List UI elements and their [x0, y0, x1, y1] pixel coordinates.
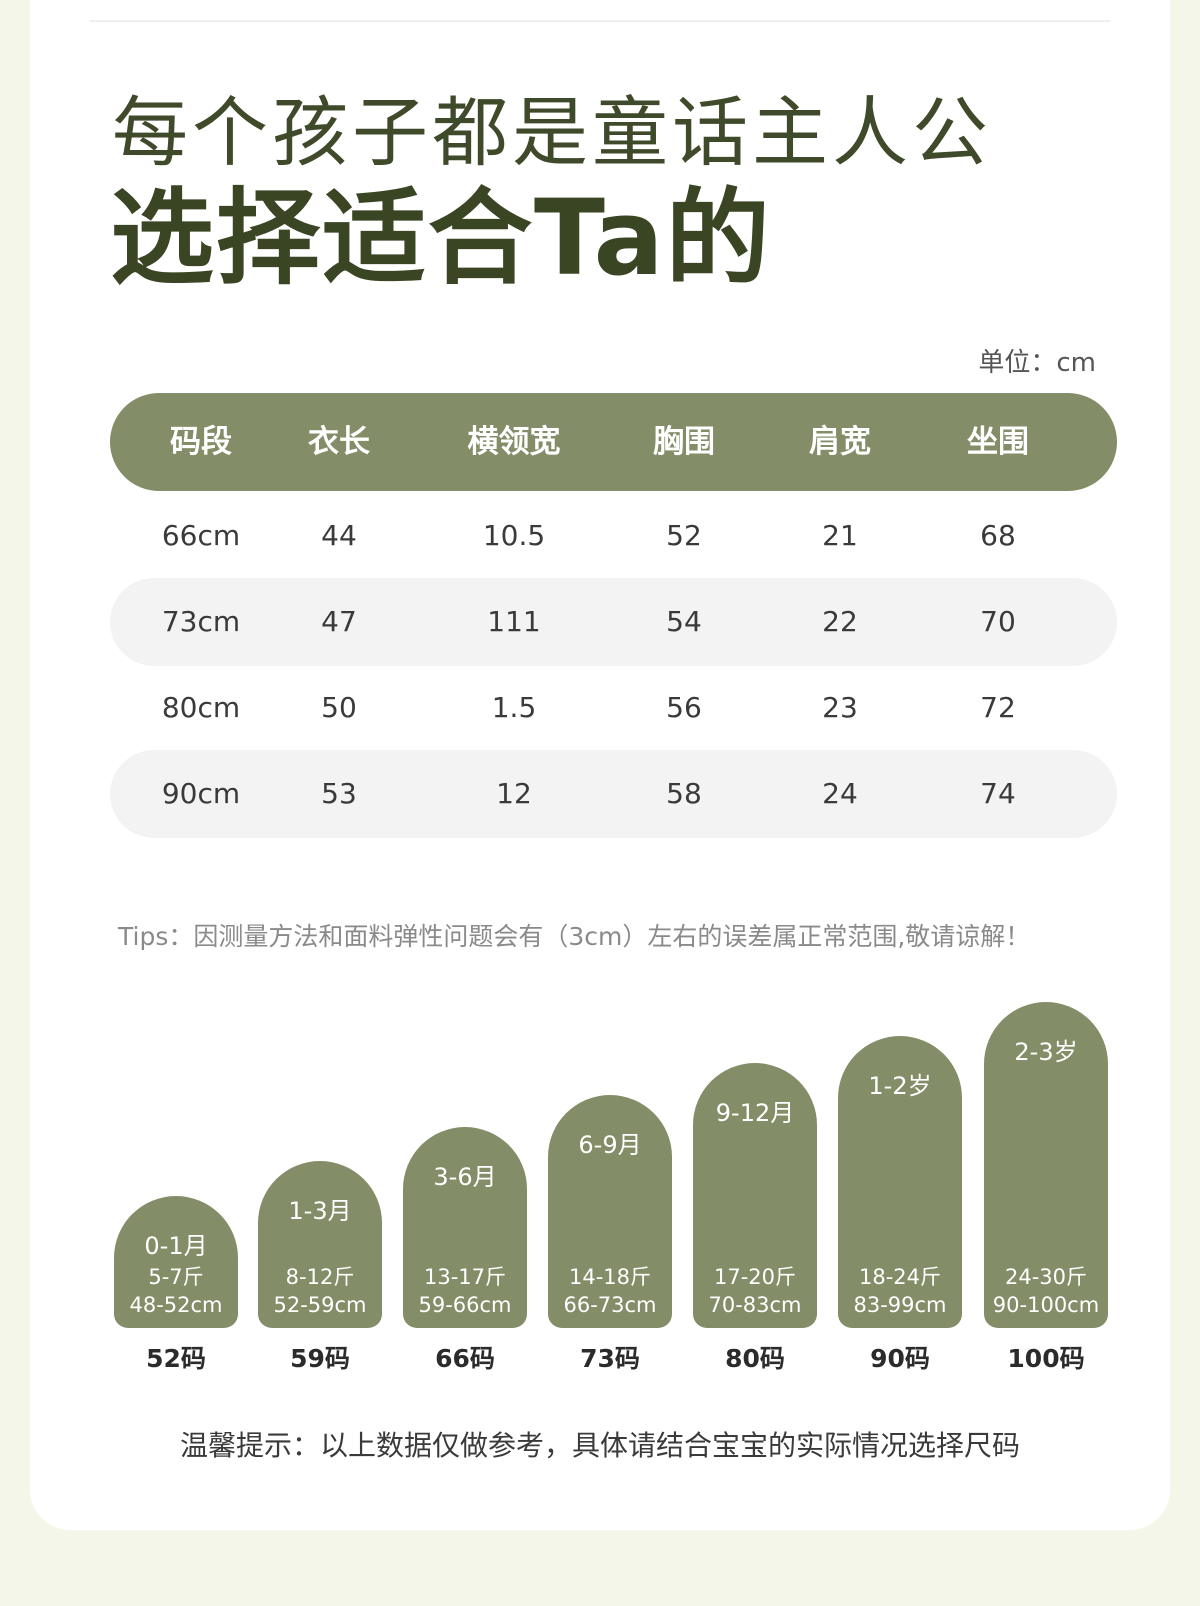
- table-row: 90cm 53 12 58 24 74: [110, 750, 1117, 838]
- table-cell: 70: [980, 605, 1016, 638]
- weight-label: 17-20斤: [713, 1265, 797, 1289]
- table-cell: 22: [822, 605, 858, 638]
- height-label: 48-52cm: [129, 1293, 223, 1317]
- age-label: 6-9月: [578, 1131, 642, 1159]
- size-guide-bar: 0-1月 5-7斤 48-52cm: [114, 1196, 238, 1328]
- size-table-header: 码段 衣长 横领宽 胸围 肩宽 坐围: [110, 393, 1117, 491]
- table-cell: 44: [321, 519, 357, 552]
- table-cell: 68: [980, 519, 1016, 552]
- size-guide-bar: 2-3岁 24-30斤 90-100cm: [984, 1002, 1108, 1328]
- size-label: 66码: [435, 1344, 495, 1373]
- table-cell: 24: [822, 777, 858, 810]
- table-cell: 12: [496, 777, 532, 810]
- unit-label: 单位：cm: [978, 348, 1096, 378]
- size-label: 73码: [580, 1344, 640, 1373]
- table-cell: 90cm: [161, 777, 241, 810]
- size-guide-bar: 3-6月 13-17斤 59-66cm: [403, 1127, 527, 1328]
- table-cell: 52: [666, 519, 702, 552]
- table-cell: 21: [822, 519, 858, 552]
- header-hip: 坐围: [967, 424, 1029, 460]
- height-label: 83-99cm: [853, 1293, 947, 1317]
- height-label: 59-66cm: [418, 1293, 512, 1317]
- table-cell: 47: [321, 605, 357, 638]
- weight-label: 18-24斤: [858, 1265, 942, 1289]
- size-label: 52码: [146, 1344, 206, 1373]
- table-cell: 73cm: [161, 605, 241, 638]
- table-cell: 54: [666, 605, 702, 638]
- headline-subtitle: 每个孩子都是童话主人公: [112, 88, 992, 177]
- table-row: 73cm 47 111 54 22 70: [110, 578, 1117, 666]
- table-row: 66cm 44 10.5 52 21 68: [110, 492, 1117, 580]
- table-cell: 80cm: [161, 691, 241, 724]
- height-label: 52-59cm: [273, 1293, 367, 1317]
- size-label: 80码: [725, 1344, 785, 1373]
- size-label: 100码: [1007, 1344, 1085, 1373]
- table-cell: 53: [321, 777, 357, 810]
- table-cell: 10.5: [482, 519, 546, 552]
- size-guide-bar: 6-9月 14-18斤 66-73cm: [548, 1095, 672, 1328]
- age-label: 9-12月: [715, 1099, 795, 1127]
- header-chest: 胸围: [653, 424, 715, 460]
- size-label: 59码: [290, 1344, 350, 1373]
- header-shoulder: 肩宽: [809, 424, 871, 460]
- divider: [90, 20, 1110, 22]
- size-guide-bar: 1-3月 8-12斤 52-59cm: [258, 1161, 382, 1328]
- table-cell: 23: [822, 691, 858, 724]
- age-label: 1-2岁: [868, 1072, 932, 1100]
- table-cell: 50: [321, 691, 357, 724]
- table-cell: 111: [487, 605, 541, 638]
- table-row: 80cm 50 1.5 56 23 72: [110, 664, 1117, 752]
- weight-label: 5-7斤: [148, 1265, 204, 1289]
- table-cell: 66cm: [161, 519, 241, 552]
- weight-label: 14-18斤: [568, 1265, 652, 1289]
- height-label: 70-83cm: [708, 1293, 802, 1317]
- size-guide-bar: 9-12月 17-20斤 70-83cm: [693, 1063, 817, 1328]
- tips-text: Tips：因测量方法和面料弹性问题会有（3cm）左右的误差属正常范围,敬请谅解！: [118, 922, 1031, 951]
- table-cell: 1.5: [491, 691, 537, 724]
- header-neck-width: 横领宽: [467, 424, 561, 460]
- table-cell: 72: [980, 691, 1016, 724]
- size-label: 90码: [870, 1344, 930, 1373]
- table-cell: 74: [980, 777, 1016, 810]
- headline-title: 选择适合Ta的: [110, 177, 772, 299]
- header-size-range: 码段: [170, 424, 232, 460]
- height-label: 90-100cm: [992, 1293, 1100, 1317]
- age-label: 3-6月: [433, 1163, 497, 1191]
- age-label: 0-1月: [144, 1232, 208, 1260]
- weight-label: 13-17斤: [423, 1265, 507, 1289]
- table-cell: 58: [666, 777, 702, 810]
- weight-label: 8-12斤: [285, 1265, 355, 1289]
- age-label: 1-3月: [288, 1197, 352, 1225]
- height-label: 66-73cm: [563, 1293, 657, 1317]
- weight-label: 24-30斤: [1004, 1265, 1088, 1289]
- header-length: 衣长: [308, 424, 370, 460]
- table-cell: 56: [666, 691, 702, 724]
- age-label: 2-3岁: [1014, 1038, 1078, 1066]
- size-guide-bar: 1-2岁 18-24斤 83-99cm: [838, 1036, 962, 1328]
- reminder-note: 温馨提示：以上数据仅做参考，具体请结合宝宝的实际情况选择尺码: [179, 1429, 1020, 1462]
